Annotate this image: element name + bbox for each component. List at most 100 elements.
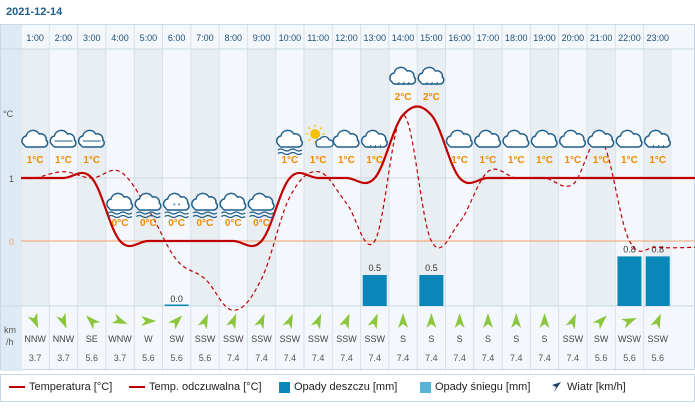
rain-bar: [645, 256, 670, 306]
temp-label: 1°C: [536, 155, 553, 166]
wind-direction: SW: [594, 334, 609, 344]
wind-arrow-icon: [426, 313, 437, 328]
temp-label: 1°C: [55, 155, 72, 166]
legend-snow-label: Opady śniegu [mm]: [435, 381, 531, 393]
hour-label: 8:00: [224, 33, 242, 43]
hour-label: 1:00: [26, 33, 44, 43]
wind-speed: 7.4: [227, 353, 240, 363]
wind-arrow-icon: [511, 313, 522, 328]
wind-arrow-icon: [398, 313, 409, 328]
cloud-rain-icon: [417, 66, 445, 86]
wind-unit-h: /h: [6, 337, 14, 347]
legend-rain: Opady deszczu [mm]: [279, 381, 397, 393]
temp-label: 0°C: [225, 218, 242, 229]
temp-label: 1°C: [480, 155, 497, 166]
temp-label: 1°C: [649, 155, 666, 166]
wind-direction: SE: [86, 334, 98, 344]
weather-chart: 1:00 2:00 3:00 4:00 5:00 6:00 7:00 8:00 9:00 10:0…: [1, 25, 695, 371]
wind-arrow-icon: [552, 382, 561, 393]
wind-speed: 7.4: [284, 353, 297, 363]
temp-label: 1°C: [451, 155, 468, 166]
legend-temperature: Temperatura [°C]: [9, 381, 112, 393]
wind-arrow-icon: [339, 313, 350, 330]
hour-label: 11:00: [307, 33, 329, 43]
hour-label: 3:00: [83, 33, 101, 43]
wind-direction: SSW: [563, 334, 584, 344]
cloud-icon: [474, 129, 502, 148]
legend-feels-like-swatch: [129, 386, 145, 389]
legend-snow-swatch: [420, 381, 431, 393]
y-axis-unit: °C: [3, 109, 14, 119]
legend-feels-like-label: Temp. odczuwalna [°C]: [149, 381, 262, 393]
hour-label: 4:00: [111, 33, 129, 43]
wind-speed: 7.4: [425, 353, 438, 363]
wind-direction: S: [457, 334, 463, 344]
temp-label: 0°C: [168, 218, 185, 229]
wind-arrow-icon: [27, 312, 39, 329]
wind-arrow-icon: [111, 313, 128, 325]
cloud-icon: [615, 129, 643, 148]
wind-speed: 5.6: [199, 353, 212, 363]
legend-rain-swatch: [279, 381, 290, 393]
wind-arrow-icon: [565, 313, 576, 330]
wind-direction: S: [400, 334, 406, 344]
wind-arrow-icon: [367, 313, 378, 330]
wind-direction: W: [144, 334, 153, 344]
wind-direction: SW: [169, 334, 184, 344]
wind-direction: SSW: [195, 334, 216, 344]
wind-speed: 7.4: [368, 353, 381, 363]
wind-direction: S: [513, 334, 519, 344]
wind-arrow-icon: [254, 313, 265, 330]
hour-label: 18:00: [505, 33, 528, 43]
wind-arrow-icon: [197, 313, 209, 330]
wind-arrow-icon: [141, 316, 157, 326]
wind-direction: S: [428, 334, 434, 344]
temp-label: 2°C: [395, 92, 412, 103]
cloud-icon: [21, 129, 49, 148]
hour-label: 14:00: [392, 33, 415, 43]
rain-bar: [362, 275, 387, 306]
rain-label: 0.5: [368, 263, 381, 273]
wind-direction: SSW: [336, 334, 357, 344]
wind-speed: 7.4: [538, 353, 551, 363]
wind-direction: WNW: [108, 334, 132, 344]
wind-speed: 5.6: [85, 353, 98, 363]
hour-label: 19:00: [533, 33, 556, 43]
temp-label: 1°C: [593, 155, 610, 166]
cloud-fog-icon: [134, 192, 162, 219]
temp-label: 0°C: [197, 218, 214, 229]
wind-direction: SSW: [647, 334, 668, 344]
temp-label: 0°C: [140, 218, 157, 229]
y-axis-strip: [1, 25, 21, 371]
wind-arrow-icon: [592, 315, 607, 330]
wind-arrow-icon: [482, 313, 493, 328]
temp-label: 1°C: [366, 155, 383, 166]
temp-label: 1°C: [621, 155, 638, 166]
wind-speed: 7.4: [397, 353, 410, 363]
sun-cloud-icon: [305, 124, 334, 148]
wind-arrow-icon: [225, 313, 237, 330]
hour-label: 5:00: [140, 33, 158, 43]
cloud-fog-icon: [219, 192, 247, 219]
wind-arrow-icon: [86, 315, 101, 330]
wind-arrow-icon: [56, 312, 67, 329]
temp-label: 0°C: [253, 218, 270, 229]
wind-speed: 7.4: [482, 353, 495, 363]
wind-direction: SSW: [223, 334, 244, 344]
temp-label: 1°C: [83, 155, 100, 166]
wind-speed: 5.6: [651, 353, 664, 363]
hour-label: 6:00: [168, 33, 186, 43]
wind-arrow-icon: [282, 313, 293, 330]
wind-speed: 5.6: [170, 353, 183, 363]
wind-arrow-icon: [168, 315, 183, 330]
hour-label: 13:00: [363, 33, 386, 43]
cloud-drizzle-icon: [360, 129, 388, 149]
wind-speed: 5.6: [623, 353, 636, 363]
cloud-fog-icon: [276, 129, 303, 156]
wind-direction: SSW: [308, 334, 329, 344]
legend-wind-label: Wiatr [km/h]: [567, 381, 626, 393]
temp-label: 0°C: [112, 218, 129, 229]
hour-label: 23:00: [646, 33, 669, 43]
wind-arrow-icon: [539, 313, 550, 328]
wind-speed: 5.6: [142, 353, 155, 363]
